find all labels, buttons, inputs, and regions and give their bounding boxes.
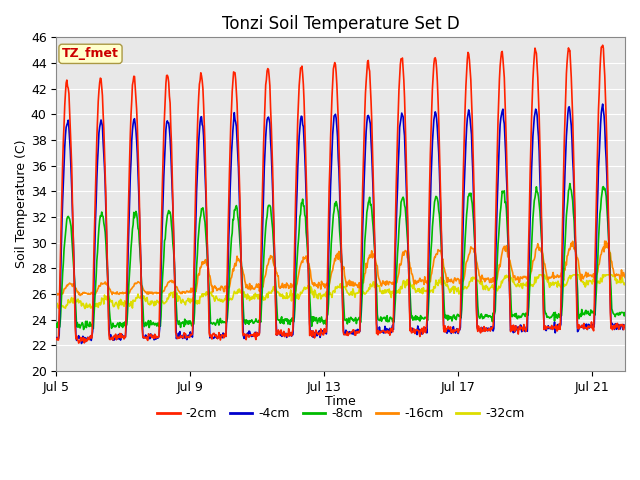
Y-axis label: Soil Temperature (C): Soil Temperature (C) [15,140,28,268]
-4cm [118,332,126,337]
Text: TZ_fmet: TZ_fmet [62,48,119,60]
-8cm [621,310,629,315]
-8cm [168,229,176,235]
-4cm [599,101,607,107]
-16cm [168,280,176,286]
Line: -4cm: -4cm [56,104,625,344]
-2cm [118,335,126,340]
-16cm [76,293,84,299]
Title: Tonzi Soil Temperature Set D: Tonzi Soil Temperature Set D [222,15,460,33]
-8cm [52,321,60,327]
-4cm [77,341,85,347]
-4cm [168,186,176,192]
-32cm [535,272,543,278]
-32cm [396,290,403,296]
-4cm [396,124,403,130]
-32cm [621,280,629,286]
-4cm [130,117,138,122]
-16cm [396,261,403,267]
-8cm [80,326,88,332]
-16cm [52,292,60,298]
-16cm [118,291,126,297]
-32cm [348,289,355,295]
X-axis label: Time: Time [325,395,356,408]
-16cm [348,280,355,286]
-32cm [115,306,122,312]
-16cm [488,279,495,285]
-32cm [52,305,60,311]
-8cm [348,315,355,321]
-4cm [52,335,60,341]
Line: -32cm: -32cm [56,275,625,309]
-4cm [348,329,355,335]
-32cm [130,299,138,304]
-2cm [75,340,83,346]
-2cm [348,329,355,335]
-8cm [566,180,573,186]
-16cm [621,275,629,280]
Line: -16cm: -16cm [56,241,625,296]
-4cm [488,326,495,332]
Line: -2cm: -2cm [56,45,625,343]
Legend: -2cm, -4cm, -8cm, -16cm, -32cm: -2cm, -4cm, -8cm, -16cm, -32cm [152,402,529,425]
Line: -8cm: -8cm [56,183,625,329]
-2cm [168,170,176,176]
-8cm [396,216,403,222]
-16cm [130,283,138,289]
-2cm [599,42,607,48]
-8cm [488,314,495,320]
-8cm [118,321,126,326]
-2cm [130,73,138,79]
-2cm [621,323,629,329]
-2cm [396,75,403,81]
-16cm [601,238,609,244]
-32cm [118,302,126,308]
-2cm [488,326,495,332]
-32cm [488,284,495,290]
-32cm [168,289,176,295]
-8cm [130,209,138,215]
-2cm [52,336,60,342]
-4cm [621,324,629,329]
